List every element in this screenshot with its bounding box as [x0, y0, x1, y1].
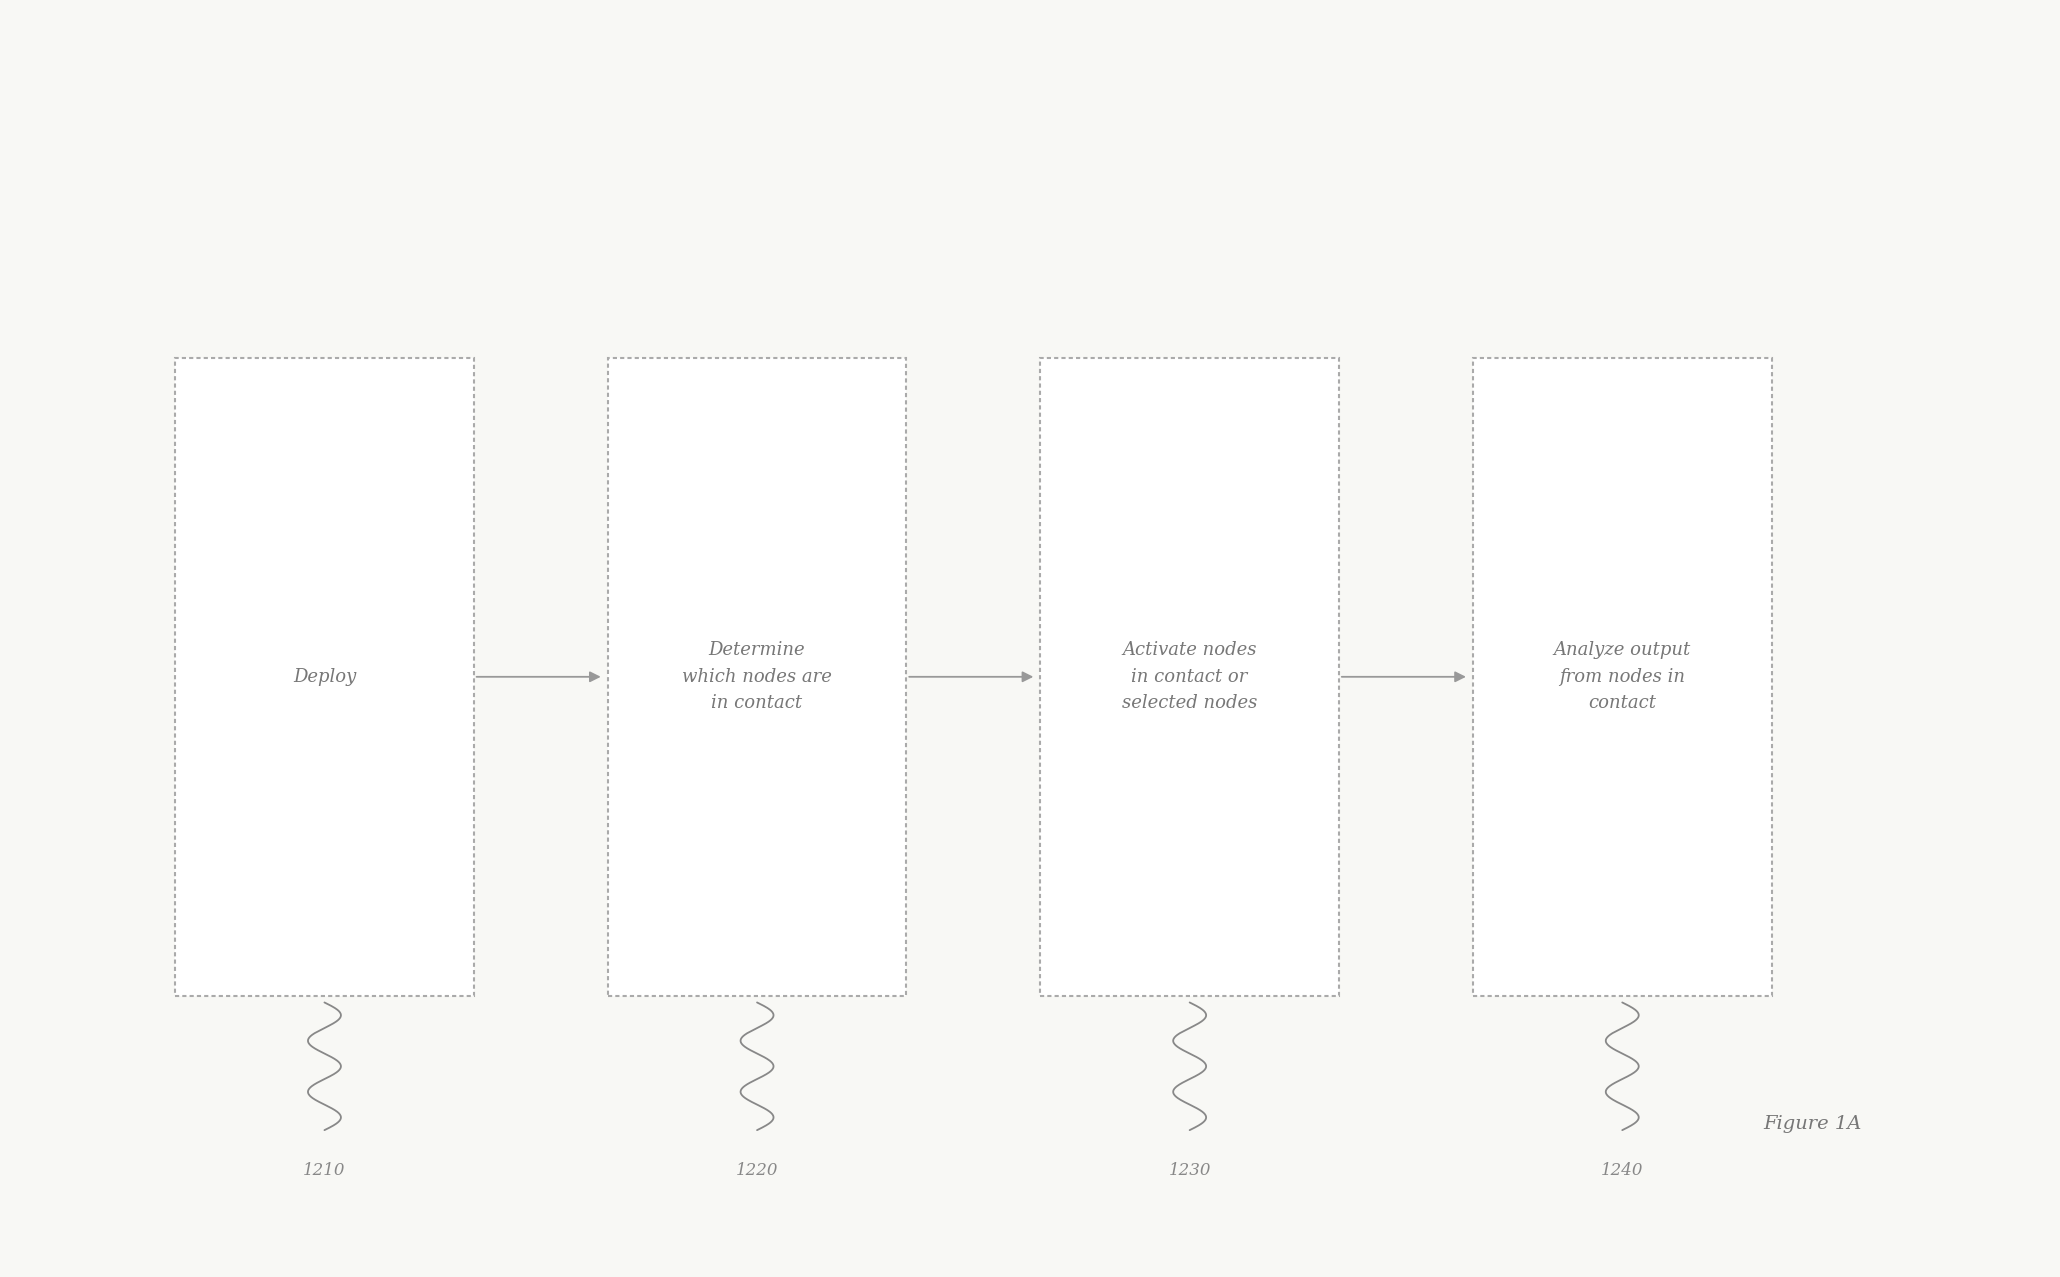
Text: Analyze output
from nodes in
contact: Analyze output from nodes in contact — [1553, 641, 1691, 713]
Text: 1230: 1230 — [1168, 1162, 1211, 1179]
Bar — [1040, 358, 1339, 996]
Text: Deploy: Deploy — [293, 668, 356, 686]
Text: Activate nodes
in contact or
selected nodes: Activate nodes in contact or selected no… — [1123, 641, 1257, 713]
Bar — [1473, 358, 1772, 996]
Bar — [175, 358, 474, 996]
Bar — [608, 358, 906, 996]
Text: Determine
which nodes are
in contact: Determine which nodes are in contact — [682, 641, 832, 713]
Text: 1210: 1210 — [303, 1162, 346, 1179]
Text: 1240: 1240 — [1601, 1162, 1644, 1179]
Text: Figure 1A: Figure 1A — [1763, 1115, 1862, 1133]
Text: 1220: 1220 — [735, 1162, 779, 1179]
